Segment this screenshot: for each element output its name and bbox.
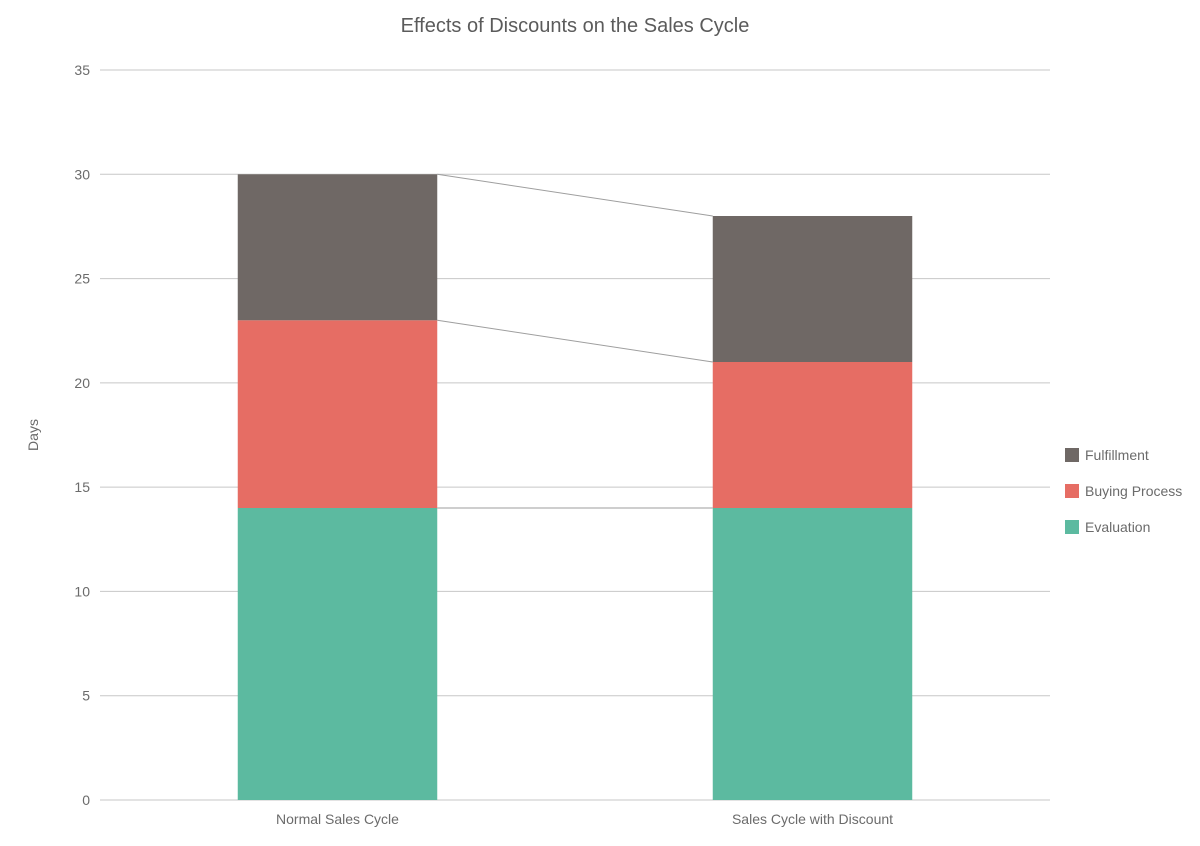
connector-line: [437, 320, 713, 362]
y-axis-title: Days: [25, 419, 41, 451]
bar-group: [713, 216, 913, 800]
connector-line: [437, 174, 713, 216]
y-tick-label: 0: [82, 792, 90, 808]
legend-swatch: [1065, 448, 1079, 462]
y-tick-label: 30: [74, 166, 90, 182]
chart-svg: Effects of Discounts on the Sales Cycle 0…: [0, 0, 1200, 846]
legend-label: Buying Process: [1085, 483, 1182, 499]
y-tick-label: 5: [82, 688, 90, 704]
legend-swatch: [1065, 520, 1079, 534]
category-label: Normal Sales Cycle: [276, 811, 399, 827]
category-label: Sales Cycle with Discount: [732, 811, 893, 827]
y-tick-label: 20: [74, 375, 90, 391]
y-tick-label: 35: [74, 62, 90, 78]
chart-container: Effects of Discounts on the Sales Cycle 0…: [0, 0, 1200, 846]
bar-segment-fulfillment: [713, 216, 913, 362]
y-tick-label: 10: [74, 583, 90, 599]
bar-segment-evaluation: [238, 508, 438, 800]
bar-group: [238, 174, 438, 800]
y-tick-label: 25: [74, 271, 90, 287]
chart-title: Effects of Discounts on the Sales Cycle: [401, 15, 750, 37]
bar-segment-fulfillment: [238, 174, 438, 320]
y-tick-label: 15: [74, 479, 90, 495]
bar-segment-evaluation: [713, 508, 913, 800]
legend-label: Fulfillment: [1085, 447, 1149, 463]
legend-label: Evaluation: [1085, 519, 1150, 535]
bar-segment-buying-process: [238, 320, 438, 508]
legend-swatch: [1065, 484, 1079, 498]
bar-segment-buying-process: [713, 362, 913, 508]
